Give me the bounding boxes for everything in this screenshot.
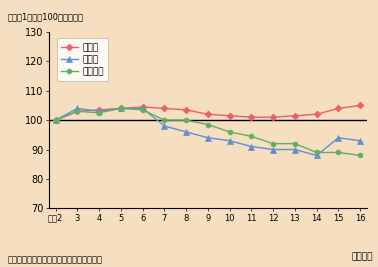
京阪神圈 [206, 123, 210, 126]
中京圈 [206, 136, 210, 139]
首都圈 [184, 108, 188, 112]
Line: 中京圈: 中京圈 [53, 106, 363, 158]
首都圈 [140, 105, 145, 108]
Line: 京阪神圈: 京阪神圈 [53, 106, 363, 158]
中京圈 [53, 119, 58, 122]
京阪神圈 [119, 107, 123, 110]
京阪神圈 [53, 119, 58, 122]
京阪神圈 [358, 154, 363, 157]
首都圈 [228, 114, 232, 117]
京阪神圈 [184, 119, 188, 122]
中京圈 [271, 148, 276, 151]
中京圈 [97, 110, 101, 113]
中京圈 [162, 124, 167, 128]
中京圈 [140, 107, 145, 110]
首都圈 [293, 114, 297, 117]
京阪神圈 [249, 135, 254, 138]
首都圈 [206, 113, 210, 116]
中京圈 [358, 139, 363, 142]
京阪神圈 [293, 142, 297, 145]
中京圈 [314, 154, 319, 157]
京阪神圈 [75, 110, 80, 113]
京阪神圈 [97, 111, 101, 114]
中京圈 [75, 107, 80, 110]
中京圈 [228, 139, 232, 142]
京阪神圈 [228, 130, 232, 134]
京阪神圈 [162, 119, 167, 122]
首都圈 [53, 119, 58, 122]
京阪神圈 [271, 142, 276, 145]
中京圈 [119, 107, 123, 110]
京阪神圈 [336, 151, 341, 154]
Text: （年度）: （年度） [352, 252, 373, 261]
首都圈 [314, 113, 319, 116]
首都圈 [358, 104, 363, 107]
首都圈 [249, 116, 254, 119]
首都圈 [119, 107, 123, 110]
中京圈 [336, 136, 341, 139]
首都圈 [336, 107, 341, 110]
Legend: 首都圈, 中京圈, 京阪神圈: 首都圈, 中京圈, 京阪神圈 [57, 38, 108, 81]
首都圈 [97, 108, 101, 112]
首都圈 [271, 116, 276, 119]
Line: 首都圈: 首都圈 [53, 103, 363, 123]
Text: 資料）運輸政策研究機構「都市交通年報」: 資料）運輸政策研究機構「都市交通年報」 [8, 255, 102, 264]
京阪神圈 [140, 108, 145, 112]
京阪神圈 [314, 151, 319, 154]
中京圈 [249, 145, 254, 148]
中京圈 [293, 148, 297, 151]
首都圈 [162, 107, 167, 110]
首都圈 [75, 110, 80, 113]
Text: （平所1年度を100とした値）: （平所1年度を100とした値） [8, 13, 84, 21]
中京圈 [184, 130, 188, 134]
